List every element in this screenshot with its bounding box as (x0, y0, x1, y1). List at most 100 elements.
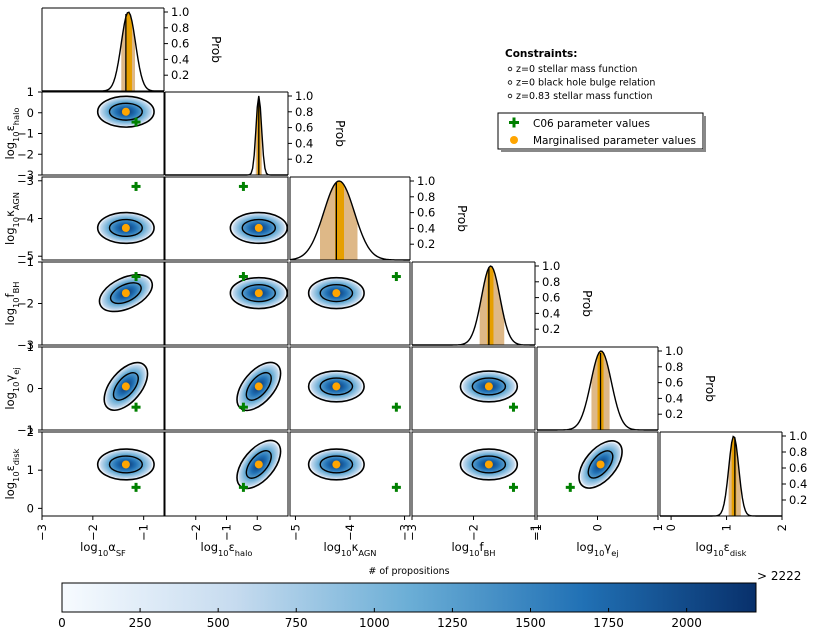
contour-outer (98, 273, 154, 313)
contour-inner (109, 282, 142, 305)
panel-1-0: −3 −2 −1 0 1 log10εhalo (3, 85, 165, 182)
c06-point (134, 402, 138, 412)
colorbar-tick-label: 500 (207, 616, 230, 630)
marginal-inner-fill (125, 12, 132, 92)
marginal-inner-fill (731, 436, 737, 516)
contour-inner (319, 455, 354, 474)
x-axis-label: log10εhalo (201, 540, 253, 558)
prob-tick-label: 0.4 (171, 52, 189, 66)
prob-tick-label: 1.0 (295, 89, 313, 103)
c06-point (241, 181, 245, 191)
contour-outer (96, 448, 155, 481)
contour-inner (108, 218, 143, 238)
prob-tick-label: 1.0 (417, 174, 435, 188)
prob-tick-label: 0.8 (789, 445, 807, 459)
y-tick-label: −1 (17, 127, 34, 141)
marginal-point (121, 289, 130, 298)
panel-2-1 (164, 176, 289, 261)
prob-tick-label: 0.4 (417, 221, 435, 235)
contour-inner (471, 455, 507, 474)
legend-box-shadow (501, 149, 706, 152)
contour-inner (112, 372, 139, 401)
constraint-item: z=0.83 stellar mass function (516, 91, 652, 102)
x-tick-label: −4 (343, 524, 357, 541)
marginal-point (121, 223, 130, 232)
panel-5-3: −3 −2 −1 log10fBH (405, 431, 542, 558)
contour-outer (96, 211, 155, 245)
colorbar-gradient (61, 582, 757, 613)
colorbar-ticks: 0 250 500 750 1000 1250 1500 1750 2000 (58, 608, 702, 630)
contour-outer (459, 448, 519, 481)
panel-3-0: −3 −2 −1 log10fBH (3, 255, 165, 352)
prob-tick-label: 0.6 (542, 291, 560, 305)
c06-point (394, 482, 398, 492)
prob-tick-label: 0.8 (171, 21, 189, 35)
y-axis-label: log10κAGN (3, 192, 21, 245)
marginal-point (254, 289, 263, 298)
prob-tick-label: 0.2 (295, 152, 313, 166)
y-tick-label: 0 (27, 501, 34, 515)
colorbar-tick-label: 250 (129, 616, 152, 630)
y-axis-label: log10γej (3, 367, 21, 409)
contour-outer (307, 276, 365, 310)
panel-frame (41, 346, 165, 431)
colorbar-tick-label: 1750 (593, 616, 624, 630)
marginal-point (484, 460, 493, 469)
prob-tick-label: 0.4 (789, 477, 807, 491)
y-tick-label: 1 (27, 340, 34, 354)
legend: Constraints: z=0 stellar mass functionz=… (497, 48, 706, 152)
prob-tick-label: 1.0 (542, 259, 560, 273)
prob-tick-label: 0.2 (665, 407, 683, 421)
y-axis-label: log10εhalo (3, 108, 21, 160)
colorbar-max-label: > 2222 (757, 569, 801, 583)
marginal-curve (412, 265, 536, 346)
contour-outer (229, 211, 289, 245)
panel-4-2 (289, 346, 411, 431)
x-axis-label: log10γej (576, 540, 618, 558)
x-tick-label: −3 (35, 524, 49, 541)
prob-tick-label: 0.2 (542, 322, 560, 336)
prob-tick-label: 0.8 (295, 105, 313, 119)
prob-tick-label: 0.8 (542, 275, 560, 289)
prob-tick-label: 0.6 (171, 37, 189, 51)
marginal-point (254, 223, 263, 232)
contour-outer (307, 448, 365, 481)
contour-inner (587, 450, 614, 479)
colorbar-tick-label: 2000 (671, 616, 702, 630)
constraints-list: z=0 stellar mass function z=0 black hole … (507, 64, 655, 102)
constraints-title: Constraints: (505, 48, 577, 60)
marginal-point (254, 460, 263, 469)
x-axis-label: log10κAGN (324, 540, 377, 558)
marginal-point (332, 460, 341, 469)
prob-tick-label: 0.4 (295, 136, 313, 150)
panel-2-0: −5 −4 −3 log10κAGN (3, 174, 165, 263)
marginal-inner-fill (335, 181, 344, 260)
prob-tick-label: 0.4 (665, 391, 683, 405)
c06-point (394, 272, 398, 282)
contour-inner (471, 377, 507, 396)
x-tick-label: −5 (288, 524, 302, 541)
panels-layer: 0.20.40.60.81.0Prob−3−2−101log10εhalo0.2… (3, 5, 807, 558)
prob-axis-label: Prob (333, 120, 347, 147)
y-tick-label: 0 (27, 106, 34, 120)
x-tick-label: −3 (405, 524, 419, 541)
y-tick-label: 1 (27, 85, 34, 99)
marginal-point (254, 382, 263, 391)
y-tick-label: −2 (17, 297, 34, 311)
x-tick-label: 2 (775, 524, 789, 531)
panel-5-0: 0 1 2 log10εdisk −3 −2 −1 log10αSF (3, 425, 165, 558)
marginal-curve (165, 95, 288, 176)
contour-inner (319, 284, 354, 303)
colorbar-tick-label: 1250 (437, 616, 468, 630)
marginal-point (121, 107, 130, 116)
c06-point (241, 402, 245, 412)
panel-4-1 (164, 346, 289, 431)
y-tick-label: 0 (27, 382, 34, 396)
contour-outer (229, 276, 289, 310)
x-tick-label: 1 (720, 524, 734, 531)
colorbar-tick-label: 1500 (515, 616, 546, 630)
c06-point (394, 402, 398, 412)
c06-point (241, 482, 245, 492)
y-tick-label: −4 (17, 212, 34, 226)
